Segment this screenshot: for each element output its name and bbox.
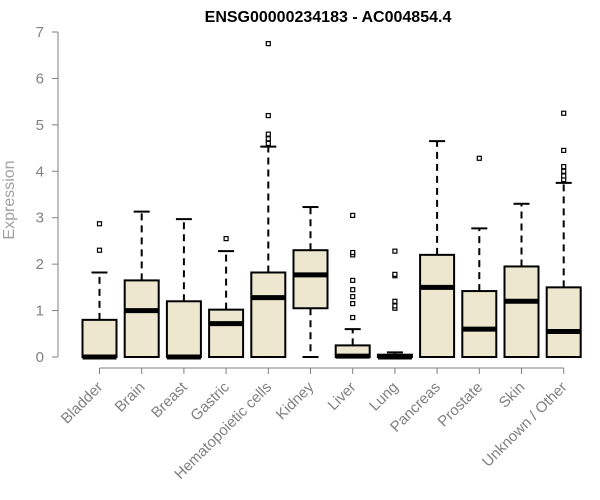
y-tick-label: 3 <box>36 210 44 227</box>
outlier-point <box>561 164 567 170</box>
box-group <box>419 140 456 359</box>
outlier-point <box>350 314 356 321</box>
y-axis: 0 1 2 3 4 5 6 7 <box>36 24 59 366</box>
outlier-point <box>392 271 398 277</box>
x-tick-label: Prostate <box>435 379 487 431</box>
box-series <box>81 41 582 360</box>
x-tick-label: Liver <box>325 379 360 414</box>
outlier-point <box>96 221 103 227</box>
outlier-point <box>350 277 356 283</box>
box-group <box>81 221 118 360</box>
outlier-point <box>265 140 271 147</box>
box-group <box>165 218 202 360</box>
box <box>165 300 202 358</box>
box-group <box>545 110 582 359</box>
outlier-point <box>265 136 271 142</box>
box-group <box>208 236 245 358</box>
outlier-point <box>350 301 356 307</box>
box-group <box>461 155 498 359</box>
x-tick-label: Kidney <box>273 378 318 423</box>
outlier-point <box>350 212 356 218</box>
y-tick-label: 2 <box>36 256 44 273</box>
y-tick-label: 7 <box>36 24 44 41</box>
x-tick-label: Lung <box>366 379 402 415</box>
box <box>81 318 118 359</box>
outlier-point <box>392 298 398 304</box>
x-tick-label: Brain <box>112 379 149 416</box>
box-group <box>292 206 329 358</box>
box-group <box>503 202 540 359</box>
chart-title: ENSG00000234183 - AC004854.4 <box>205 9 452 26</box>
y-tick-label: 0 <box>36 349 44 366</box>
outlier-point <box>223 236 229 242</box>
box <box>208 308 245 358</box>
y-tick-label: 1 <box>36 303 44 320</box>
outlier-point <box>350 294 356 300</box>
box <box>419 253 456 359</box>
box-group <box>376 248 413 360</box>
outlier-point <box>392 248 398 254</box>
box-group <box>123 210 160 358</box>
box <box>545 286 582 359</box>
y-tick-label: 5 <box>36 117 44 134</box>
x-tick-label: Bladder <box>58 379 107 428</box>
outlier-point <box>561 110 567 116</box>
outlier-point <box>561 173 567 179</box>
x-tick-label: Breast <box>148 378 191 421</box>
outlier-point <box>476 155 482 161</box>
outlier-point <box>561 147 567 153</box>
outlier-point <box>350 287 356 293</box>
outlier-point <box>265 112 271 119</box>
box <box>292 249 329 310</box>
box-group <box>250 41 287 358</box>
outlier-point <box>392 303 398 309</box>
x-tick-label: Skin <box>496 379 529 412</box>
outlier-point <box>350 249 356 256</box>
box-group <box>334 212 371 359</box>
box <box>461 290 498 359</box>
box <box>123 279 160 358</box>
outlier-point <box>561 168 567 174</box>
outlier-point <box>265 131 271 137</box>
box <box>250 271 287 358</box>
y-axis-label: Expression <box>1 160 18 239</box>
y-tick-label: 4 <box>36 163 44 180</box>
outlier-point <box>265 41 271 47</box>
outlier-point <box>96 247 103 253</box>
box <box>503 265 540 359</box>
y-tick-label: 6 <box>36 70 44 87</box>
